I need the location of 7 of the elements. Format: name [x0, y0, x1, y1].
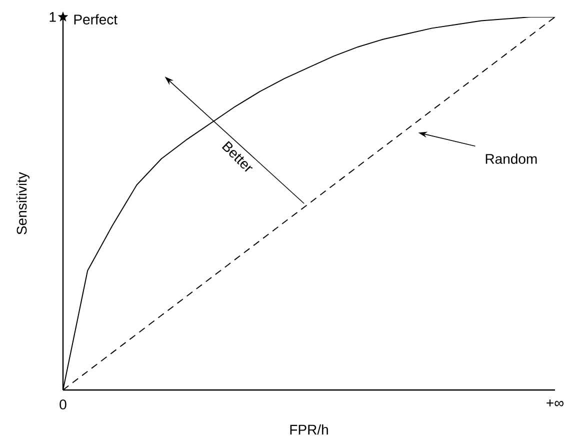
- text: +∞: [546, 400, 564, 406]
- annotation: Random: [486, 154, 537, 164]
- y-axis-title: Sensitivity: [16, 172, 30, 234]
- text: 1: [50, 12, 56, 22]
- x-axis-title: FPR/h: [290, 424, 328, 435]
- annotation: Perfect: [74, 14, 118, 24]
- text: 0: [60, 400, 66, 410]
